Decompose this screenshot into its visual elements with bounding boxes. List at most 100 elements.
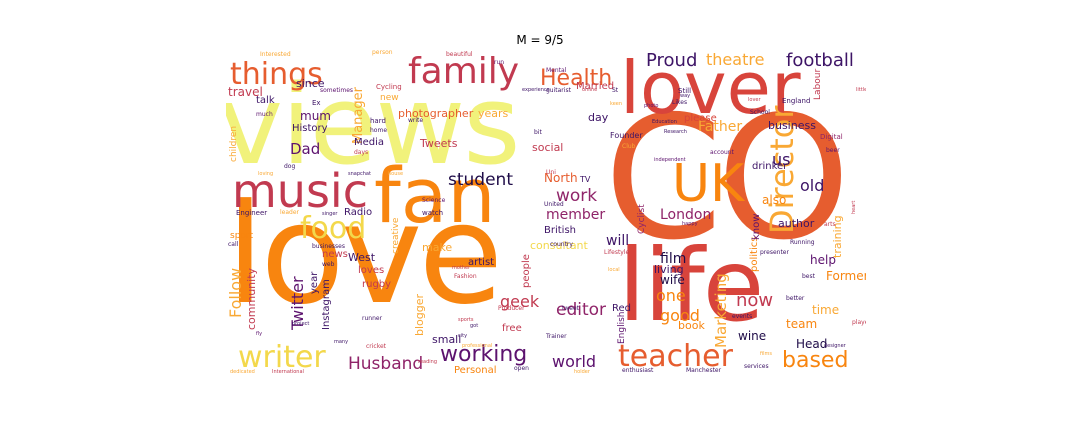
word-day: day [588, 111, 609, 124]
word-west: West [348, 251, 376, 264]
word-sport: sport [230, 231, 254, 241]
word-wife: wife [660, 273, 685, 287]
word-reading: reading [418, 359, 437, 365]
word-open: open [514, 365, 529, 372]
word-writer: writer [238, 340, 326, 375]
word-love: love [226, 174, 503, 335]
word-online: online [582, 87, 598, 93]
word-photographer: photographer [398, 107, 474, 120]
word-family: family [408, 51, 520, 92]
word-now: now [736, 290, 774, 311]
word-education: Education [652, 119, 677, 125]
word-husband: Husband [348, 354, 424, 374]
word-person: person [372, 49, 393, 56]
word-personal: Personal [454, 365, 497, 376]
word-city: city [458, 333, 468, 339]
word-tv: TV [580, 175, 591, 184]
word-people: people [521, 254, 532, 288]
word-talk: talk [256, 95, 275, 106]
word-based: based [782, 348, 849, 373]
word-dad: Dad [290, 140, 321, 158]
word-account: account [710, 149, 734, 156]
word-loves: loves [358, 265, 385, 276]
word-years: years [478, 107, 509, 120]
word-life: life [618, 227, 764, 344]
word-politics: politics [749, 236, 760, 272]
word-teacher: teacher [618, 339, 733, 374]
word-cycling: Cycling [376, 83, 402, 91]
word-cloud: love views CO fan life lover UK music fa… [226, 48, 866, 380]
word-married: Married [576, 81, 615, 92]
word-st: St [612, 87, 619, 94]
word-call: call [228, 241, 239, 248]
word-will: will [606, 233, 630, 249]
word-small: small [432, 333, 462, 346]
word-former: Former [826, 269, 866, 283]
word-international: International [272, 369, 304, 375]
word-run: run [494, 59, 505, 66]
word-hard: hard [370, 117, 386, 125]
word-children: children [229, 125, 239, 162]
word-community: community [245, 267, 258, 330]
word-news: news [322, 249, 348, 260]
word-working: working [440, 342, 528, 367]
word-keen: keen [610, 101, 623, 107]
word-social: social [532, 141, 564, 154]
word-player: player [852, 319, 866, 326]
word-beautiful: beautiful [446, 51, 473, 58]
word-things: things [230, 57, 323, 92]
word-team: team [786, 317, 818, 331]
word-independent: independent [654, 157, 686, 163]
word-way: way [680, 93, 691, 99]
word-also: also [762, 193, 787, 207]
word-web: web [322, 261, 335, 268]
word-fan: fan [374, 151, 496, 240]
word-student: student [448, 170, 513, 190]
word-film: film [660, 251, 687, 267]
word-local: local [608, 267, 620, 273]
word-project: project [292, 321, 310, 327]
word-new: new [380, 93, 399, 103]
word-north: North [544, 171, 578, 185]
word-head: Head [796, 337, 828, 351]
word-many: many [334, 339, 349, 345]
word-good: good [660, 306, 700, 325]
word-businesses: businesses [312, 243, 345, 250]
word-blogger: blogger [413, 293, 426, 336]
word-manchester: Manchester [686, 367, 722, 374]
word-sometimes: sometimes [320, 87, 354, 94]
word-book: book [678, 319, 705, 332]
word-write: write [408, 117, 424, 124]
chart-title: M = 9/5 [516, 33, 564, 47]
word-united: United [544, 201, 564, 208]
word-british: British [544, 225, 576, 236]
word-running: Running [790, 239, 815, 246]
word-mother: mother [452, 265, 471, 271]
word-us: us [772, 150, 791, 169]
word-home: home [370, 127, 388, 134]
word-dedicated: dedicated [230, 369, 255, 375]
word-please: please [684, 113, 717, 124]
word-designer: designer [824, 343, 846, 349]
word-editor: editor [556, 300, 607, 320]
word-football: football [786, 50, 854, 71]
word-free: free [502, 323, 522, 334]
word-wine: wine [738, 329, 767, 343]
word-interested: Interested [260, 51, 291, 58]
word-producer: Producer [498, 305, 525, 312]
word-cricket: cricket [366, 343, 387, 350]
word-school: School [750, 109, 770, 116]
word-science: Science [422, 197, 446, 204]
word-views: views [226, 61, 521, 189]
word-events: events [732, 313, 753, 320]
word-engineer: Engineer [236, 209, 268, 217]
word-runner: runner [362, 315, 383, 322]
word-founder: Founder [610, 131, 643, 140]
word-uk: UK [672, 154, 745, 214]
word-co: CO [604, 80, 851, 278]
word-sports: sports [458, 317, 474, 323]
word-help: help [810, 253, 836, 267]
word-got: got [470, 323, 479, 329]
word-london: London [660, 207, 712, 223]
word-days: days [354, 149, 369, 156]
